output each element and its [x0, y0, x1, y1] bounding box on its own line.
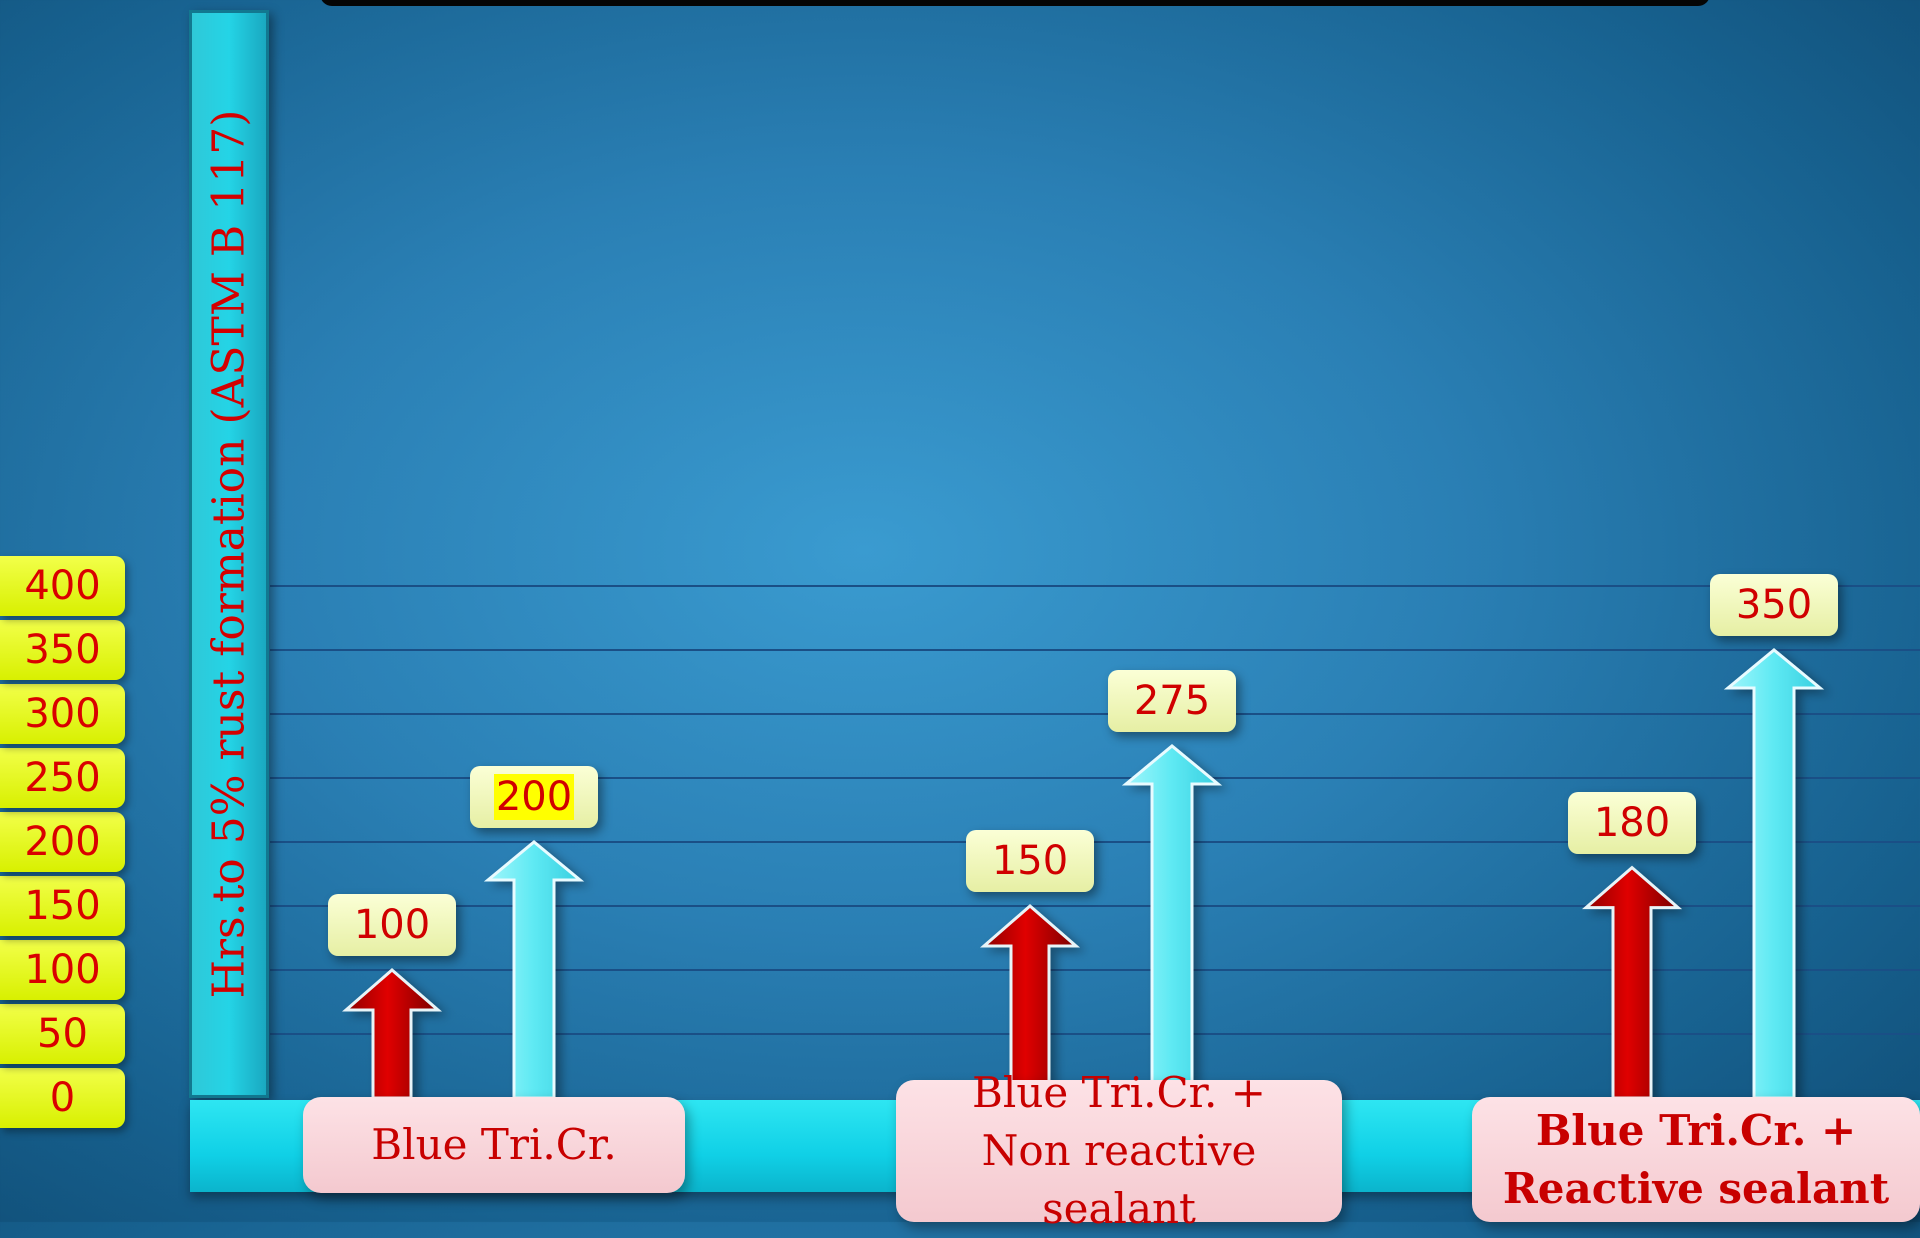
red-arrow-bar [979, 904, 1081, 1100]
gridline [270, 585, 1920, 587]
data-label: 275 [1108, 670, 1236, 732]
data-label-text: 150 [991, 838, 1069, 884]
data-label-text: 200 [493, 774, 575, 820]
data-label-text: 275 [1133, 678, 1211, 724]
y-tick-label: 250 [0, 748, 125, 808]
category-text: Blue Tri.Cr. + Non reactive sealant [972, 1068, 1266, 1233]
data-label: 200 [470, 766, 598, 828]
title-bar [320, 0, 1710, 6]
gridline [270, 649, 1920, 651]
gridline [270, 713, 1920, 715]
y-tick-label: 400 [0, 556, 125, 616]
red-arrow-bar [341, 968, 443, 1100]
y-tick-label: 50 [0, 1004, 125, 1064]
data-label-text: 350 [1735, 582, 1813, 628]
y-tick-label: 100 [0, 940, 125, 1000]
y-tick-label: 200 [0, 812, 125, 872]
gridline [270, 841, 1920, 843]
data-label: 100 [328, 894, 456, 956]
y-tick-label: 0 [0, 1068, 125, 1128]
cyan-arrow-bar [1723, 648, 1825, 1100]
gridline [270, 1033, 1920, 1035]
red-arrow-bar [1581, 865, 1683, 1100]
category-text: Blue Tri.Cr. + Reactive sealant [1502, 1105, 1890, 1213]
data-label-text: 180 [1593, 799, 1671, 846]
gridline [270, 905, 1920, 907]
category-label: Blue Tri.Cr. [303, 1097, 685, 1193]
cyan-arrow-bar [483, 840, 585, 1100]
y-tick-label: 150 [0, 876, 125, 936]
data-label: 150 [966, 830, 1094, 892]
data-label: 350 [1710, 574, 1838, 636]
data-label: 180 [1568, 791, 1696, 854]
gridline [270, 777, 1920, 779]
data-label-text: 100 [353, 902, 431, 948]
y-tick-label: 300 [0, 684, 125, 744]
category-label: Blue Tri.Cr. + Reactive sealant [1472, 1097, 1920, 1222]
gridline [270, 969, 1920, 971]
y-axis-label-panel: Hrs.to 5% rust formation (ASTM B 117) [189, 10, 269, 1098]
y-tick-label: 350 [0, 620, 125, 680]
category-label: Blue Tri.Cr. + Non reactive sealant [896, 1068, 1342, 1233]
category-text: Blue Tri.Cr. [371, 1120, 617, 1169]
cyan-arrow-bar [1121, 744, 1223, 1100]
